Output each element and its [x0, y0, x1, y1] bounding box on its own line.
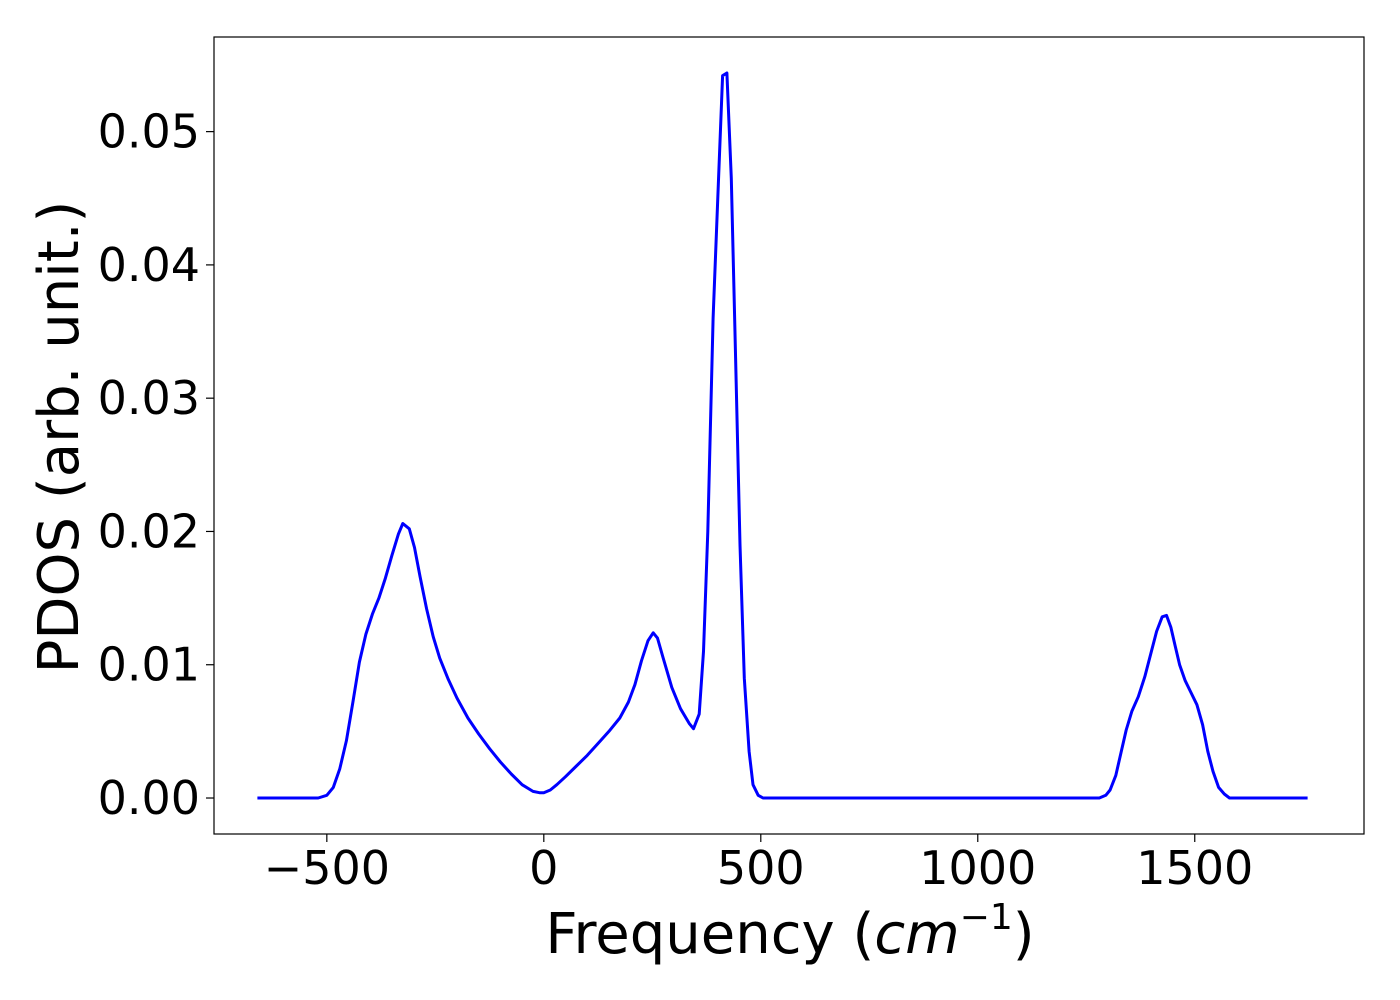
pdos-series-line [257, 71, 1308, 800]
x-axis-label-close: ) [1013, 902, 1035, 967]
x-tick-label: 500 [717, 841, 805, 895]
x-axis-label-exponent: −1 [960, 897, 1013, 938]
x-tick-label: 0 [529, 841, 558, 895]
y-tick-label: 0.01 [98, 638, 200, 692]
x-axis-label: Frequency (cm−1) [545, 897, 1034, 967]
plot-frame [213, 36, 1365, 835]
x-axis-label-text: Frequency ( [545, 902, 874, 967]
x-tick-label: 1000 [919, 841, 1036, 895]
x-axis-ticks: −500 0 500 1000 1500 [264, 834, 1253, 895]
x-tick-label: 1500 [1136, 841, 1253, 895]
y-axis-label: PDOS (arb. unit.) [27, 201, 92, 674]
y-tick-label: 0.02 [98, 504, 200, 558]
y-tick-label: 0.04 [98, 238, 200, 292]
y-axis-ticks: 0.00 0.01 0.02 0.03 0.04 0.05 [98, 105, 214, 825]
x-tick-label: −500 [264, 841, 390, 895]
series-layer [257, 71, 1308, 800]
y-tick-label: 0.03 [98, 371, 200, 425]
y-tick-label: 0.00 [98, 771, 200, 825]
x-axis-label-unit: cm [874, 902, 959, 967]
y-tick-label: 0.05 [98, 105, 200, 159]
